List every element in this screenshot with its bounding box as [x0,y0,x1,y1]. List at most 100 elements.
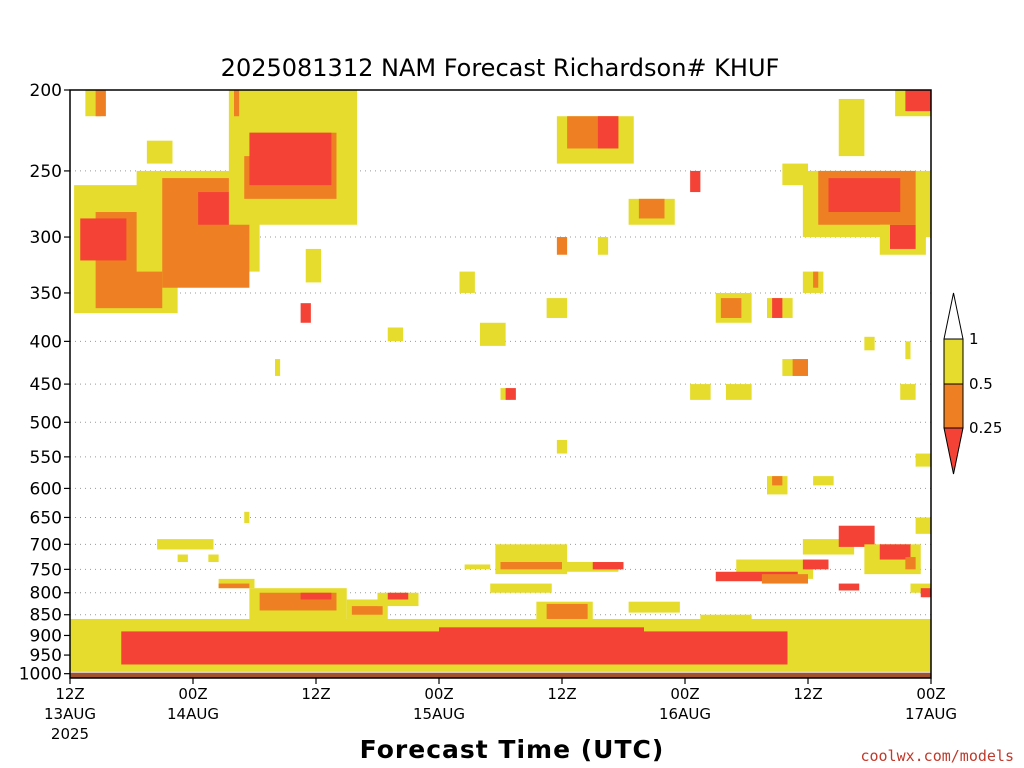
ri-region-61 [208,554,219,563]
plot-area [70,90,931,672]
y-tick-label-800: 800 [30,584,62,604]
ri-region-68 [351,606,383,615]
ri-region-54 [915,453,931,467]
x-tick-time-6: 12Z [793,685,822,703]
ri-region-56 [772,476,783,486]
ri-region-79 [628,601,680,613]
ri-region-92 [838,583,860,591]
ground-fill [70,672,931,678]
x-tick-time-2: 12Z [301,685,330,703]
colorbar-band-0.5-1 [943,338,964,385]
y-tick-label-200: 200 [30,81,62,101]
y-tick-label-650: 650 [30,508,62,528]
x-tick-date-1: 14AUG [167,705,219,723]
ri-region-15 [146,140,173,164]
ri-region-60 [177,554,188,563]
ri-region-51 [900,384,916,400]
ri-region-19 [480,322,506,346]
colorbar-label-1: 0.5 [969,375,993,393]
x-tick-year-0: 2025 [51,725,89,743]
ri-region-53 [864,336,875,351]
ri-region-21 [505,388,516,400]
ri-region-63 [218,583,250,589]
ri-region-39 [792,359,808,376]
x-axis-title: Forecast Time (UTC) [360,735,665,764]
y-tick-label-450: 450 [30,375,62,395]
ri-region-72 [495,544,568,575]
y-tick-label-550: 550 [30,448,62,468]
ri-region-58 [244,511,250,523]
ri-region-70 [387,592,409,600]
ri-region-17 [275,359,281,376]
ri-region-37 [772,298,783,318]
x-tick-date-3: 15AUG [413,705,465,723]
ri-region-82 [715,571,798,582]
ground-layer [70,672,931,678]
ri-region-2 [80,218,127,261]
colorbar-top-arrow [943,292,964,340]
ri-region-71 [464,564,491,570]
ri-region-16 [387,327,404,342]
ri-region-34 [720,298,742,318]
ri-region-8 [249,132,332,186]
y-tick-label-400: 400 [30,332,62,352]
y-tick-label-900: 900 [30,626,62,646]
ri-region-14 [300,303,311,323]
ri-region-91 [920,588,931,598]
ri-region-13 [305,248,322,283]
y-tick-label-250: 250 [30,162,62,182]
ri-region-89 [905,557,916,570]
ri-region-62 [218,578,255,589]
site-credit: coolwx.com/models [860,747,1014,765]
ri-region-96 [439,627,644,659]
ri-region-59 [157,539,214,550]
ri-region-5 [198,192,234,225]
ri-region-48 [890,224,916,249]
ri-region-28 [556,439,568,454]
chart-title: 2025081312 NAM Forecast Richardson# KHUF [221,54,780,82]
ri-region-76 [490,583,552,593]
ri-region-83 [761,574,808,584]
ri-region-25 [597,116,619,149]
y-tick-label-600: 600 [30,479,62,499]
x-tick-time-1: 00Z [178,685,207,703]
ri-region-52 [905,341,911,360]
ri-region-18 [459,271,475,293]
ri-region-41 [813,271,819,288]
x-tick-time-4: 12Z [547,685,576,703]
ri-region-78 [546,603,588,619]
x-tick-date-0: 13AUG [44,705,96,723]
ri-region-57 [813,476,834,486]
ri-region-88 [879,544,911,560]
ri-region-50 [905,90,931,112]
ri-region-27 [597,237,609,255]
ri-region-98 [910,655,931,671]
ri-region-73 [500,562,583,570]
colorbar-label-0: 1 [969,330,979,348]
colorbar-label-2: 0.25 [969,419,1002,437]
ri-region-45 [828,178,901,213]
ri-region-66 [300,592,332,600]
ri-region-31 [690,170,701,193]
ri-region-42 [782,163,808,186]
y-tick-label-750: 750 [30,560,62,580]
x-tick-time-7: 00Z [916,685,945,703]
ri-region-84 [802,559,829,570]
y-tick-label-950: 950 [30,646,62,666]
x-tick-time-5: 00Z [670,685,699,703]
y-tick-label-1000: 1000 [19,665,62,685]
ri-region-32 [690,384,711,400]
y-tick-label-850: 850 [30,606,62,626]
colorbar: 1 0.5 0.25 [943,292,1002,475]
x-tick-date-5: 16AUG [659,705,711,723]
ri-region-35 [726,384,752,400]
ri-region-12 [234,90,240,117]
ri-region-26 [556,237,568,255]
ri-region-46 [838,98,865,157]
colorbar-band-0.25-0.5 [943,383,964,429]
ri-region-86 [838,525,875,547]
x-tick-time-0: 12Z [55,685,84,703]
ri-region-90 [910,583,931,593]
ri-region-75 [592,562,624,570]
